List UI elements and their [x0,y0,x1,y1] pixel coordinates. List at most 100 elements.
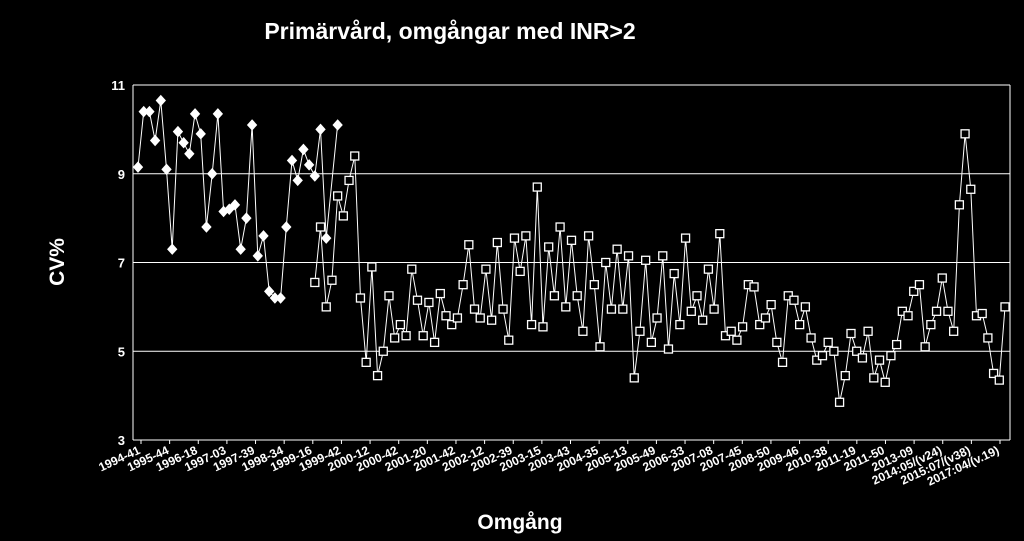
data-point-square [789,295,799,305]
data-point-diamond [235,243,246,255]
data-point-square [458,280,468,290]
data-point-diamond [178,136,189,149]
data-point-square [766,300,776,310]
data-point-square [715,229,725,239]
data-point-square [498,304,508,314]
data-point-square [800,302,811,312]
y-tick-label: 3 [118,433,125,448]
data-series [132,94,1010,407]
data-point-square [943,306,953,316]
data-point-square [834,397,845,407]
data-point-square [429,337,440,348]
chart-title: Primärvård, omgångar med INR>2 [264,18,636,44]
data-point-diamond [281,221,292,233]
data-point-diamond [309,170,320,182]
data-point-square [384,291,394,301]
data-point-square [572,291,582,301]
data-point-square [532,182,542,192]
data-point-square [583,231,594,241]
data-point-square [515,266,525,277]
data-point-square [641,255,651,265]
y-tick-label: 7 [118,256,125,271]
data-point-square [652,313,662,323]
data-point-square [526,319,537,330]
data-point-square [852,346,862,356]
data-point-square [880,377,890,387]
data-point-square [960,129,970,139]
data-point-square [561,302,571,312]
data-point-square [589,280,599,290]
data-point-diamond [292,174,303,187]
data-point-square [447,319,457,330]
y-tick-label: 9 [118,167,125,182]
data-point-square [675,319,685,330]
data-point-square [795,319,805,330]
data-point-square [755,319,765,330]
data-point-square [338,211,348,221]
grid-lines [133,84,1010,352]
data-point-diamond [229,199,241,211]
data-point-square [817,351,828,361]
data-point-square [612,244,622,254]
data-point-square [954,200,965,210]
data-point-square [310,277,320,288]
data-point-square [355,293,366,303]
data-point-diamond [144,105,155,118]
data-point-square [475,313,485,323]
data-point-square [949,326,959,336]
data-point-square [988,368,999,379]
data-point-diamond [132,161,144,173]
data-point-square [732,335,742,345]
data-point-diamond [241,212,252,224]
data-point-diamond [167,243,178,255]
data-point-square [315,222,326,232]
data-point-diamond [149,134,161,147]
data-point-square [863,326,873,336]
y-tick-labels: 3 5 7 9 11 [111,78,125,448]
data-point-square [686,306,696,316]
data-point-square [492,237,502,248]
data-point-square [401,331,411,341]
data-point-square [378,346,388,356]
data-point-square [412,295,423,305]
data-point-square [321,302,331,312]
data-point-square [840,371,850,381]
y-tick-label: 11 [111,78,125,93]
data-point-square [903,311,913,321]
data-point-diamond [264,285,275,298]
data-point-square [504,335,514,345]
data-point-square [680,233,691,243]
data-point-square [464,240,474,250]
data-point-square [486,315,497,325]
data-point-square [361,357,371,367]
data-point-square [857,353,868,363]
data-point-diamond [332,119,343,131]
data-point-square [646,337,657,348]
data-point-diamond [212,108,224,120]
data-point-diamond [224,203,235,215]
data-point-square [749,282,759,292]
data-point-square [703,264,714,274]
data-point-square [566,235,577,245]
data-point-square [538,322,548,332]
data-point-square [327,275,337,285]
data-point-diamond [246,119,258,131]
data-point-diamond [258,230,269,242]
data-point-square [709,304,719,314]
data-point-square [555,222,565,232]
series-line [137,100,339,299]
data-point-square [760,313,771,323]
data-point-diamond [161,163,172,176]
data-point-square [698,315,708,325]
data-point-diamond [184,148,195,160]
data-point-square [931,306,942,316]
data-point-diamond [172,125,184,138]
data-point-square [1000,302,1010,312]
data-point-square [737,322,748,332]
data-point-square [692,291,702,301]
data-point-diamond [286,154,298,167]
data-point-square [726,326,736,336]
data-point-square [806,333,816,343]
data-point-square [544,242,554,252]
